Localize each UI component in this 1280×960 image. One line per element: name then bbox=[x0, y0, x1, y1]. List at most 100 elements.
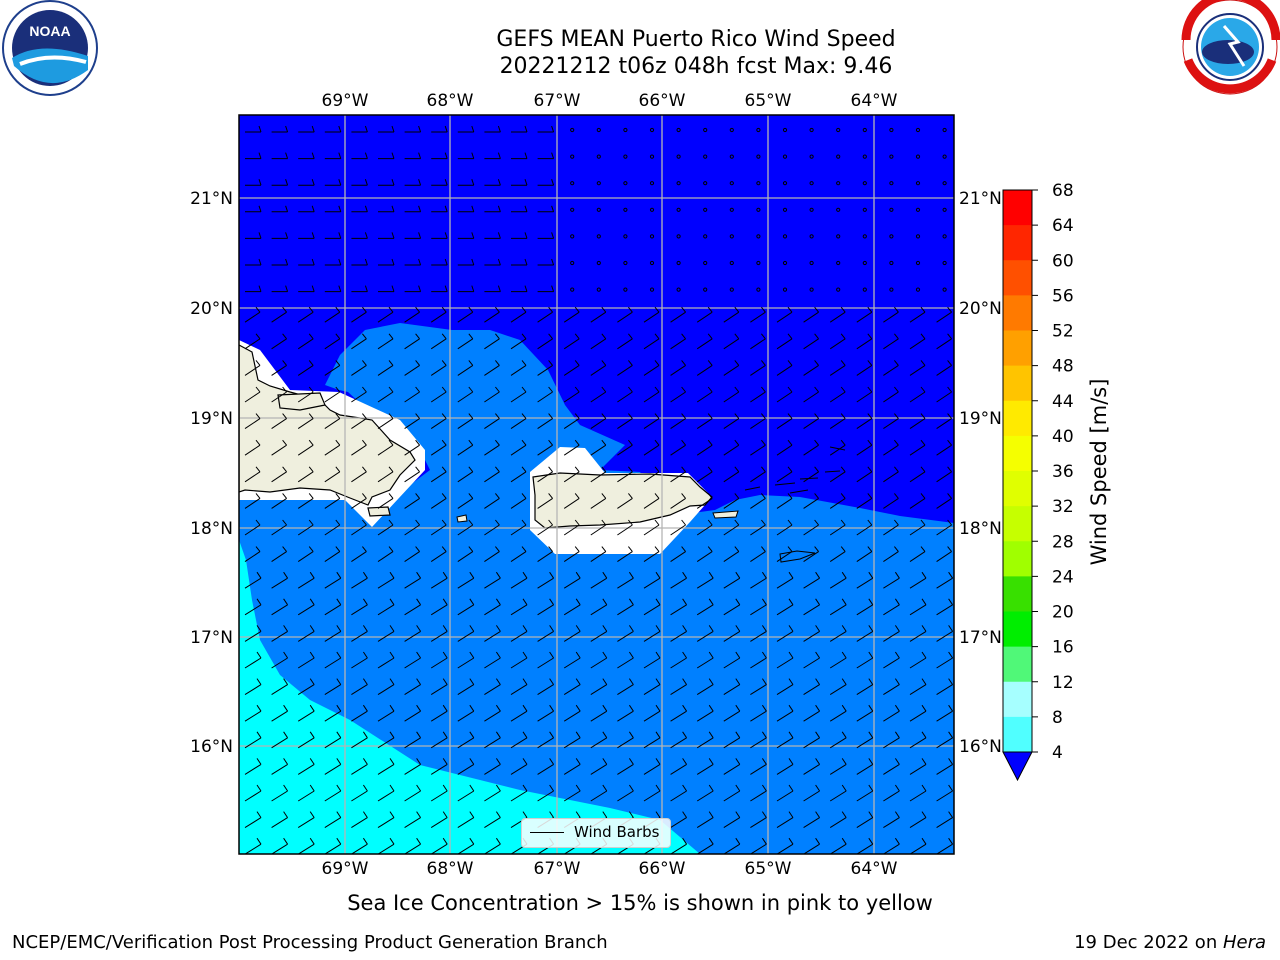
wind-barb bbox=[590, 704, 608, 722]
wind-barb bbox=[404, 837, 422, 854]
wind-barb bbox=[670, 519, 686, 536]
wind-barb bbox=[245, 152, 262, 160]
wind-barb bbox=[723, 758, 741, 775]
wind-barb bbox=[776, 837, 794, 854]
wind-barb bbox=[271, 205, 289, 213]
wind-barb bbox=[457, 678, 475, 696]
wind-barb bbox=[617, 519, 633, 536]
wind-barb bbox=[297, 731, 315, 749]
wind-barb-calm bbox=[809, 234, 814, 239]
wind-barb bbox=[670, 811, 688, 829]
wind-barb bbox=[696, 625, 714, 642]
wind-barb bbox=[856, 731, 874, 749]
wind-barb bbox=[351, 360, 367, 376]
colorbar-segment bbox=[1003, 330, 1032, 367]
wind-barb bbox=[510, 625, 528, 642]
wind-barb bbox=[883, 333, 899, 350]
wind-barb-calm bbox=[649, 127, 655, 133]
wind-barb-calm bbox=[915, 127, 921, 133]
wind-barb bbox=[457, 546, 474, 563]
wind-barb bbox=[590, 439, 607, 456]
wind-barb bbox=[430, 625, 448, 642]
wind-barb bbox=[245, 232, 262, 239]
wind-barb bbox=[244, 678, 262, 696]
wind-barb bbox=[324, 678, 342, 696]
wind-barb bbox=[511, 232, 528, 239]
wind-barb bbox=[829, 837, 847, 854]
wind-barb bbox=[457, 598, 475, 616]
colorbar-segment bbox=[1003, 611, 1032, 648]
wind-barb-calm bbox=[809, 260, 814, 266]
wind-barb-calm bbox=[782, 234, 788, 239]
wind-barb bbox=[670, 360, 686, 376]
wind-barb bbox=[723, 625, 741, 642]
wind-barb bbox=[271, 179, 289, 186]
wind-barb bbox=[856, 571, 874, 589]
wind-barb bbox=[803, 625, 821, 642]
lon-labels-top: 69°W 68°W 67°W 66°W 65°W 64°W bbox=[322, 91, 898, 111]
wind-barb bbox=[537, 546, 553, 563]
colorbar-segment bbox=[1003, 365, 1032, 402]
wind-barb bbox=[510, 678, 528, 696]
wind-barb bbox=[909, 811, 927, 829]
wind-barb bbox=[378, 205, 395, 213]
wind-barb bbox=[563, 386, 580, 403]
wind-barb-calm bbox=[729, 260, 734, 266]
wind-barb bbox=[856, 784, 874, 802]
wind-barb bbox=[776, 784, 794, 802]
wind-barb bbox=[484, 285, 501, 293]
wind-barbs bbox=[244, 125, 954, 854]
wind-barb bbox=[297, 360, 314, 376]
wind-barb bbox=[643, 571, 661, 589]
wind-barb bbox=[457, 571, 475, 589]
wind-barb bbox=[617, 784, 634, 802]
wind-barb bbox=[803, 439, 819, 456]
wind-barb bbox=[696, 598, 714, 616]
wind-barb bbox=[404, 258, 422, 266]
wind-barb bbox=[936, 731, 954, 749]
wind-barb-calm bbox=[649, 181, 655, 186]
wind-barb bbox=[271, 811, 289, 829]
colorbar-segment bbox=[1003, 681, 1032, 718]
wind-barb bbox=[351, 598, 368, 616]
lat-label: 18°N bbox=[190, 519, 233, 539]
wind-barb bbox=[430, 678, 448, 696]
wind-barb bbox=[404, 704, 422, 722]
wind-barb bbox=[271, 546, 287, 563]
wind-barb-calm bbox=[756, 260, 761, 266]
wind-barb bbox=[696, 439, 713, 456]
wind-barb bbox=[617, 466, 633, 483]
colorbar-label: 32 bbox=[1052, 497, 1074, 517]
wind-barb bbox=[670, 571, 688, 589]
wind-barb bbox=[936, 625, 954, 642]
wind-barb bbox=[776, 704, 794, 722]
wind-barb bbox=[430, 439, 447, 456]
wind-barb bbox=[856, 811, 874, 829]
wind-barb bbox=[457, 651, 475, 669]
wind-barb bbox=[324, 466, 341, 483]
wind-barb bbox=[856, 360, 873, 376]
wind-barb bbox=[750, 678, 767, 696]
wind-barb bbox=[511, 285, 528, 293]
wind-barb bbox=[909, 598, 927, 616]
wind-barb bbox=[563, 598, 581, 616]
wind-barb-calm bbox=[756, 234, 761, 239]
colorbar-label: 52 bbox=[1052, 322, 1074, 342]
wind-barb bbox=[776, 413, 793, 430]
wind-barb bbox=[909, 360, 926, 376]
wind-barb bbox=[696, 519, 713, 536]
wind-barb bbox=[696, 651, 714, 669]
wind-barb-calm bbox=[703, 181, 708, 186]
map-title-line-1: GEFS MEAN Puerto Rico Wind Speed bbox=[496, 27, 896, 52]
wind-barb bbox=[297, 571, 315, 589]
legend-line-sample bbox=[530, 832, 564, 833]
wind-barb bbox=[829, 386, 846, 403]
wind-barb bbox=[909, 306, 926, 323]
wind-barb-calm bbox=[729, 207, 734, 212]
lat-labels-left: 21°N 20°N 19°N 18°N 17°N 16°N bbox=[190, 189, 233, 757]
wind-barb bbox=[829, 439, 846, 456]
wind-barb bbox=[537, 125, 555, 133]
wind-barb bbox=[430, 598, 448, 616]
wind-barb bbox=[244, 306, 261, 323]
wind-barb bbox=[377, 439, 394, 456]
